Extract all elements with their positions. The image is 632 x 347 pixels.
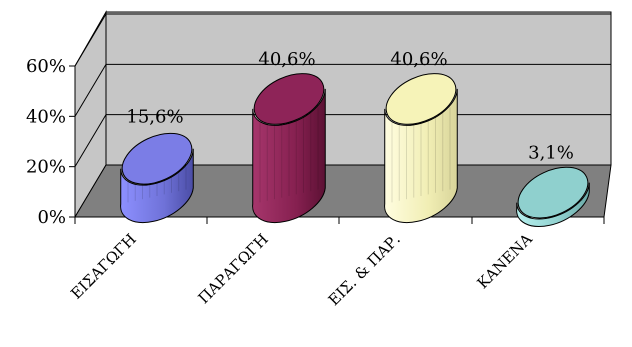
cylinder-body <box>252 88 326 223</box>
cylinder-bar <box>252 73 326 223</box>
category-label: ΠΑΡΑΓΩΓΗ <box>195 230 272 307</box>
cylinder-bar <box>516 166 590 227</box>
cylinder-top <box>385 73 457 125</box>
cylinder-body <box>384 88 458 223</box>
cylinder-bar <box>120 132 194 223</box>
cylinder-top <box>253 73 325 125</box>
data-label: 40,6% <box>390 49 447 70</box>
x-tick-marks <box>74 217 605 224</box>
category-label: ΕΙΣΑΓΩΓΗ <box>67 230 140 303</box>
y-tick-label: 0% <box>37 207 66 228</box>
y-tick-label: 60% <box>26 56 66 77</box>
cylinder-body <box>120 148 194 223</box>
cylinder-bar <box>384 73 458 223</box>
category-label: ΕΙΣ. & ΠΑΡ. <box>325 230 404 309</box>
y-tick-labels: 0% 20% 40% 60% <box>26 56 66 228</box>
cylinder-top <box>517 166 589 219</box>
plot-walls <box>74 10 612 219</box>
data-label: 15,6% <box>126 107 183 128</box>
bars <box>120 73 590 227</box>
data-label: 40,6% <box>258 49 315 70</box>
data-label: 3,1% <box>528 143 574 164</box>
cylinder-body <box>516 182 590 227</box>
category-labels: ΕΙΣΑΓΩΓΗ ΠΑΡΑΓΩΓΗ ΕΙΣ. & ΠΑΡ. ΚΑΝΕΝΑ <box>67 230 536 309</box>
cylinder-top <box>121 132 193 185</box>
gridline <box>74 63 611 117</box>
y-tick-label: 40% <box>26 106 66 127</box>
gridline <box>74 13 611 67</box>
y-tick-label: 20% <box>26 157 66 178</box>
category-label: ΚΑΝΕΝΑ <box>474 230 536 292</box>
data-labels: 15,6% 40,6% 40,6% 3,1% <box>126 49 573 164</box>
